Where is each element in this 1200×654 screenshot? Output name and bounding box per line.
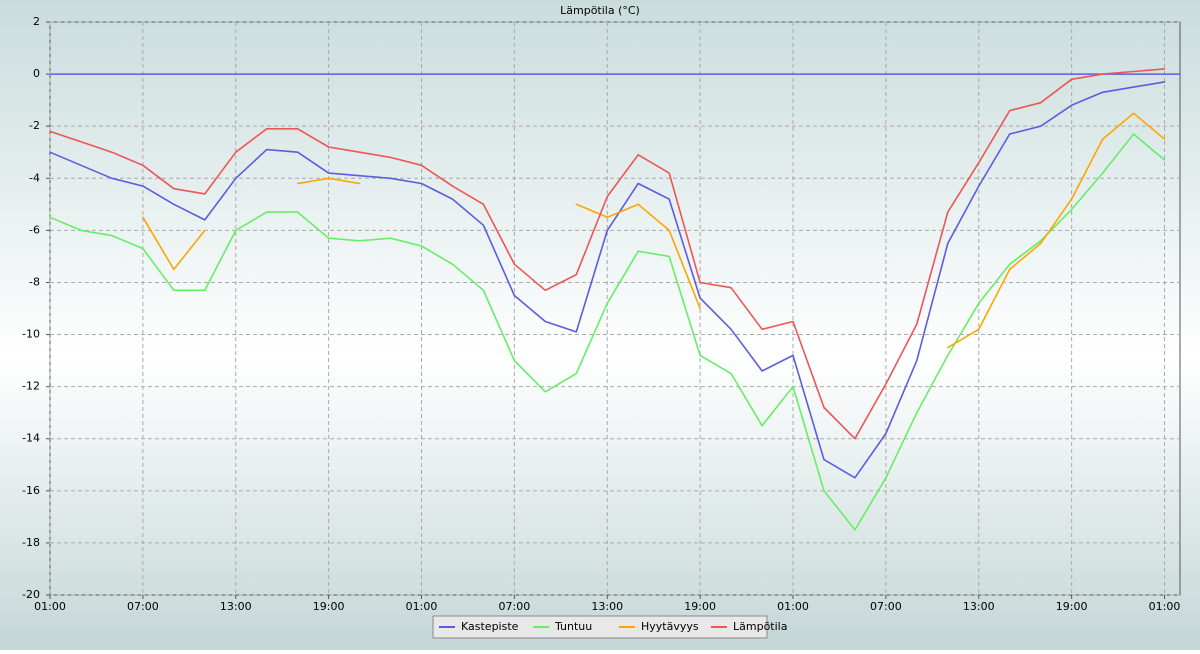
x-tick-label: 13:00 <box>963 600 995 613</box>
legend-label: Kastepiste <box>461 620 519 633</box>
legend-box <box>432 615 768 639</box>
lines <box>49 68 1166 531</box>
x-tick-label: 07:00 <box>127 600 159 613</box>
x-tick-label: 07:00 <box>499 600 531 613</box>
y-tick-label: -20 <box>22 588 40 601</box>
y-tick-label: 0 <box>33 67 40 80</box>
chart-title: Lämpötila (°C) <box>560 4 640 17</box>
y-tick-label: -10 <box>22 328 40 341</box>
x-tick-label: 07:00 <box>870 600 902 613</box>
legend-label: Tuntuu <box>554 620 592 633</box>
series-line <box>49 133 1166 531</box>
legend: Kastepiste Tuntuu Hyytävyys Lämpötila <box>432 615 787 639</box>
series-line <box>49 81 1166 479</box>
x-tick-label: 19:00 <box>684 600 716 613</box>
y-tick-label: -6 <box>29 223 40 236</box>
x-tick-label: 01:00 <box>34 600 66 613</box>
y-tick-label: -2 <box>29 119 40 132</box>
y-tick-label: -12 <box>22 380 40 393</box>
y-tick-label: -4 <box>29 171 40 184</box>
plot-frame <box>49 21 1181 596</box>
x-tick-label: 01:00 <box>406 600 438 613</box>
y-tick-label: -18 <box>22 536 40 549</box>
y-tick-label: -14 <box>22 432 40 445</box>
x-tick-label: 19:00 <box>1056 600 1088 613</box>
x-tick-label: 01:00 <box>777 600 809 613</box>
legend-label: Lämpötila <box>733 620 787 633</box>
y-tick-label: -8 <box>29 275 40 288</box>
grid <box>46 21 1180 599</box>
y-tick-label: -16 <box>22 484 40 497</box>
series-line <box>142 112 1166 349</box>
series-line <box>49 68 1166 440</box>
x-tick-label: 13:00 <box>591 600 623 613</box>
x-tick-label: 19:00 <box>313 600 345 613</box>
y-tick-label: 2 <box>33 15 40 28</box>
x-tick-label: 13:00 <box>220 600 252 613</box>
x-tick-label: 01:00 <box>1149 600 1181 613</box>
legend-label: Hyytävyys <box>641 620 699 633</box>
